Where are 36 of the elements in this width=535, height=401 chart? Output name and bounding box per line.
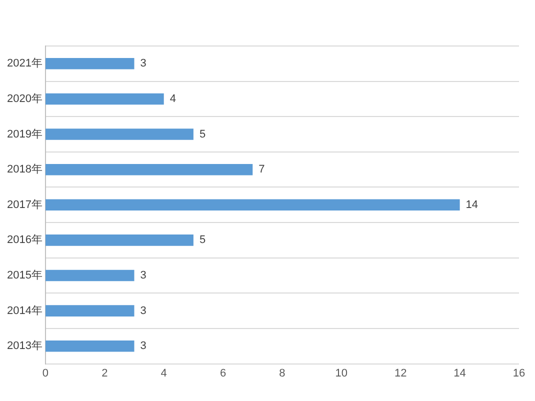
data-label: 3: [140, 304, 146, 317]
bar: [45, 340, 134, 352]
data-label: 14: [466, 198, 478, 211]
bar: [45, 234, 194, 246]
x-tick-label: 6: [220, 367, 226, 380]
x-tick-label: 0: [42, 367, 49, 380]
y-tick-label: 2013年: [6, 340, 42, 352]
y-tick-label: 2015年: [6, 270, 42, 282]
bar: [45, 164, 253, 176]
data-label: 3: [140, 58, 146, 70]
data-label: 5: [199, 234, 206, 246]
data-label: 3: [140, 270, 146, 282]
bar: [45, 128, 194, 140]
y-tick-label: 2016年: [6, 234, 42, 246]
x-tick-label: 12: [394, 367, 407, 380]
y-tick-label: 2014年: [6, 304, 42, 317]
y-tick-label: 2020年: [6, 93, 42, 105]
bar: [45, 58, 134, 70]
x-tick-label: 8: [279, 367, 286, 380]
x-tick-label: 4: [160, 367, 167, 380]
data-label: 7: [258, 164, 265, 176]
bar: [45, 199, 460, 211]
y-tick-label: 2021年: [6, 58, 42, 70]
y-tick-label: 2019年: [6, 128, 42, 140]
y-tick-label: 2017年: [6, 198, 42, 211]
data-label: 4: [170, 93, 176, 105]
x-tick-label: 2: [102, 367, 108, 380]
data-label: 5: [199, 128, 206, 140]
y-tick-label: 2018年: [6, 164, 42, 176]
x-tick-label: 16: [512, 367, 526, 380]
bar: [45, 93, 164, 105]
bar: [45, 305, 134, 316]
x-tick-label: 14: [454, 367, 466, 380]
data-label: 3: [140, 340, 146, 352]
x-tick-label: 10: [335, 367, 348, 380]
bar: [45, 270, 134, 282]
